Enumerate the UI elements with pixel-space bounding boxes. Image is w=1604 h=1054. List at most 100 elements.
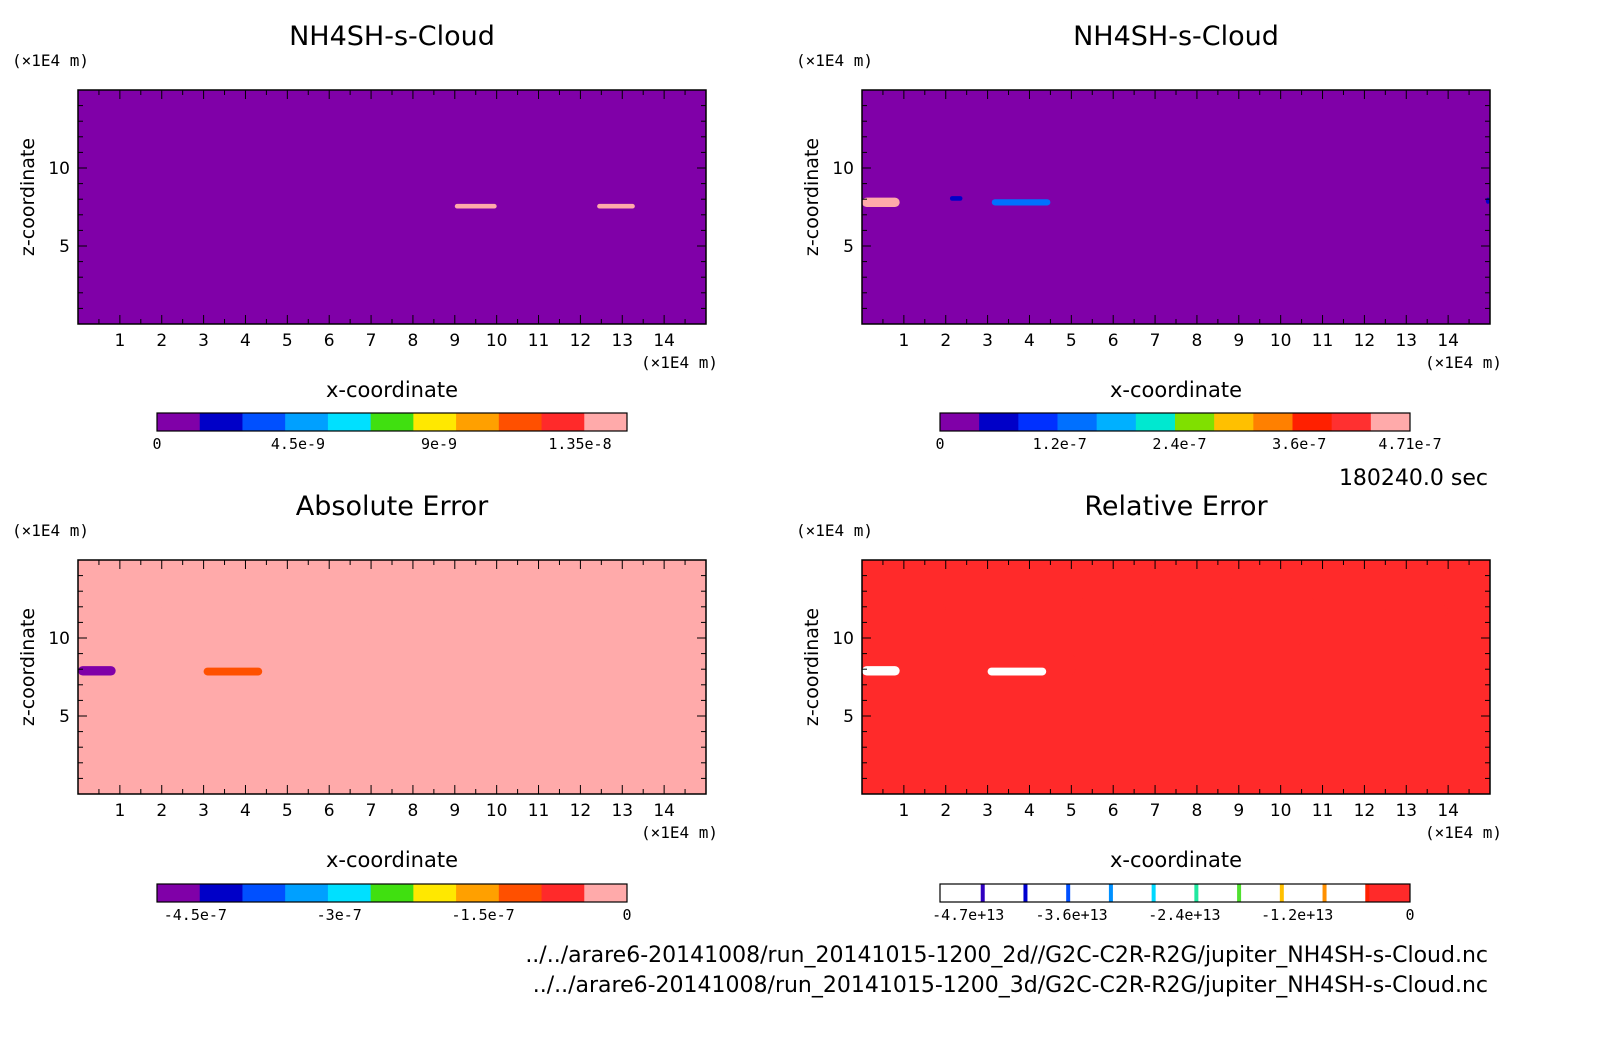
x-tick-label: 14 — [653, 801, 675, 821]
colorbar-divider — [1365, 884, 1370, 902]
x-tick-label: 5 — [282, 331, 293, 351]
x-tick-label: 11 — [1312, 331, 1334, 351]
colorbar-swatch — [1110, 884, 1155, 902]
contour-feature — [576, 650, 644, 657]
colorbar-swatch — [413, 413, 457, 431]
x-tick-label: 1 — [114, 331, 125, 351]
chart-title: Absolute Error — [296, 491, 489, 522]
contour-feature — [1385, 605, 1449, 617]
contour-feature — [862, 197, 900, 207]
colorbar-label: 0 — [1405, 906, 1414, 924]
y-tick-label: 10 — [832, 629, 854, 649]
colorbar-swatch — [370, 884, 414, 902]
y-tick-label: 10 — [48, 159, 70, 179]
x-tick-label: 1 — [898, 331, 909, 351]
contour-feature — [78, 666, 116, 676]
x-tick-label: 5 — [1066, 801, 1077, 821]
chart-panel-2: NH4SH-s-Cloud(×1E4 m)1 2 3 4 5 6 7 8 9 10 11 12 13 14… — [796, 21, 1502, 453]
colorbar-swatch — [327, 413, 372, 431]
x-tick-label: 4 — [240, 331, 251, 351]
x-tick-label: 10 — [1270, 331, 1292, 351]
contour-feature — [676, 653, 706, 665]
colorbar-swatch — [242, 884, 286, 902]
x-tick-label: 2 — [940, 331, 951, 351]
x-tick-label: 4 — [240, 801, 251, 821]
x-tick-label: 7 — [366, 331, 377, 351]
x-unit-label: (×1E4 m) — [641, 353, 718, 372]
x-tick-label: 6 — [324, 801, 335, 821]
x-unit-label: (×1E4 m) — [1425, 823, 1502, 842]
colorbar-swatch — [157, 884, 201, 902]
x-tick-label: 5 — [1066, 331, 1077, 351]
colorbar-swatch — [327, 884, 372, 902]
x-tick-label: 11 — [528, 801, 550, 821]
x-tick-label: 6 — [324, 331, 335, 351]
x-axis-label: x-coordinate — [326, 378, 458, 402]
x-tick-label: 7 — [1150, 331, 1161, 351]
contour-feature — [203, 667, 263, 676]
colorbar-swatch — [498, 413, 543, 431]
colorbar-divider — [1151, 884, 1156, 902]
x-tick-label: 4 — [1024, 331, 1035, 351]
contour-feature — [366, 622, 518, 646]
colorbar-swatch — [157, 413, 201, 431]
x-tick-label: 9 — [449, 331, 460, 351]
colorbar-swatch — [285, 413, 329, 431]
y-tick-label: 5 — [843, 707, 854, 727]
x-tick-label: 9 — [449, 801, 460, 821]
x-tick-label: 1 — [898, 801, 909, 821]
colorbar-swatch — [1175, 413, 1215, 431]
colorbar-swatch — [1153, 884, 1197, 902]
x-tick-label: 11 — [528, 331, 550, 351]
chart-panel-1: NH4SH-s-Cloud(×1E4 m)1 2 3 4 5 6 7 8 9 10 11 12 13 14… — [12, 21, 718, 453]
contour-feature — [1360, 650, 1428, 657]
contour-feature — [454, 203, 497, 209]
contour-feature — [249, 597, 300, 607]
x-tick-label: 1 — [114, 801, 125, 821]
colorbar-swatch — [1096, 413, 1137, 431]
colorbar-divider — [1279, 884, 1284, 902]
x-tick-label: 9 — [1233, 331, 1244, 351]
contour-feature — [862, 603, 946, 614]
y-tick-label: 5 — [59, 707, 70, 727]
x-tick-label: 8 — [1192, 331, 1203, 351]
colorbar-swatch — [1281, 884, 1326, 902]
x-tick-label: 8 — [408, 331, 419, 351]
chart-panel-3: Absolute Error(×1E4 m)1 2 3 4 5 6 7 8 9 10 11 12 13 1… — [12, 491, 718, 924]
contour-feature — [949, 196, 963, 201]
colorbar-swatch — [979, 413, 1019, 431]
colorbar-label: 1.2e-7 — [1033, 435, 1087, 453]
x-tick-label: 8 — [408, 801, 419, 821]
chart-title: NH4SH-s-Cloud — [1073, 21, 1279, 52]
colorbar-label: 4.5e-9 — [271, 435, 325, 453]
colorbar-label: -4.5e-7 — [164, 906, 227, 924]
y-tick-label: 5 — [59, 237, 70, 257]
colorbar-swatch — [370, 413, 414, 431]
colorbar-swatch — [1018, 413, 1058, 431]
colorbar-label: 0 — [622, 906, 631, 924]
colorbar-label: -3e-7 — [317, 906, 362, 924]
x-tick-label: 4 — [1024, 801, 1035, 821]
x-tick-label: 5 — [282, 801, 293, 821]
colorbar-swatch — [982, 884, 1026, 902]
colorbar-swatch — [285, 884, 329, 902]
colorbar-label: 0 — [152, 435, 161, 453]
contour-feature — [862, 666, 900, 676]
colorbar-swatch — [1135, 413, 1176, 431]
colorbar-swatch — [1057, 413, 1098, 431]
plot-background — [862, 560, 1490, 794]
x-axis-label: x-coordinate — [326, 848, 458, 872]
x-tick-label: 14 — [653, 331, 675, 351]
x-tick-label: 2 — [156, 801, 167, 821]
colorbar-swatch — [1239, 884, 1283, 902]
x-tick-label: 11 — [1312, 801, 1334, 821]
colorbar-label: 1.35e-8 — [548, 435, 611, 453]
colorbar-swatch — [199, 413, 243, 431]
y-unit-label: (×1E4 m) — [796, 51, 873, 70]
x-unit-label: (×1E4 m) — [641, 823, 718, 842]
colorbar-label: -3.6e+13 — [1035, 906, 1107, 924]
colorbar-label: 2.4e-7 — [1152, 435, 1206, 453]
colorbar-swatch — [1370, 413, 1411, 431]
x-tick-label: 3 — [982, 331, 993, 351]
